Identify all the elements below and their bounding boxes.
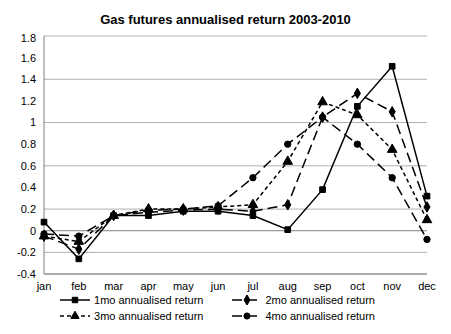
- html-text:Gas futures annualised return: Gas futures annualised return 2003-2010: [100, 12, 351, 27]
- svg-text:1: 1: [30, 116, 36, 128]
- svg-text:0.4: 0.4: [21, 181, 36, 193]
- svg-text:jan: jan: [36, 280, 52, 292]
- svg-text:1.4: 1.4: [21, 73, 36, 85]
- svg-text:nov: nov: [383, 280, 401, 292]
- svg-text:feb: feb: [71, 280, 86, 292]
- svg-text:0.6: 0.6: [21, 160, 36, 172]
- svg-text:1.6: 1.6: [21, 52, 36, 64]
- svg-text:jul: jul: [246, 280, 258, 292]
- svg-text:-0.2: -0.2: [17, 246, 36, 258]
- svg-text:sep: sep: [314, 280, 332, 292]
- svg-text:mar: mar: [104, 280, 123, 292]
- svg-text:aug: aug: [279, 280, 297, 292]
- html-text:3mo annualised return: 3mo annualised return: [94, 310, 204, 322]
- svg-text:oct: oct: [350, 280, 365, 292]
- html-text:4mo annualised return: 4mo annualised return: [265, 310, 375, 322]
- svg-text:0: 0: [30, 225, 36, 237]
- svg-text:-0.4: -0.4: [17, 268, 36, 280]
- html-text:1mo annualised return: 1mo annualised return: [94, 294, 204, 306]
- svg-text:may: may: [173, 280, 194, 292]
- svg-text:0.8: 0.8: [21, 138, 36, 150]
- svg-text:1.8: 1.8: [21, 32, 36, 44]
- svg-text:0.2: 0.2: [21, 203, 36, 215]
- html-text:2mo annualised return: 2mo annualised return: [265, 294, 375, 306]
- svg-text:1.2: 1.2: [21, 95, 36, 107]
- svg-text:dec: dec: [418, 280, 436, 292]
- svg-text:jun: jun: [210, 280, 226, 292]
- svg-text:apr: apr: [141, 280, 157, 292]
